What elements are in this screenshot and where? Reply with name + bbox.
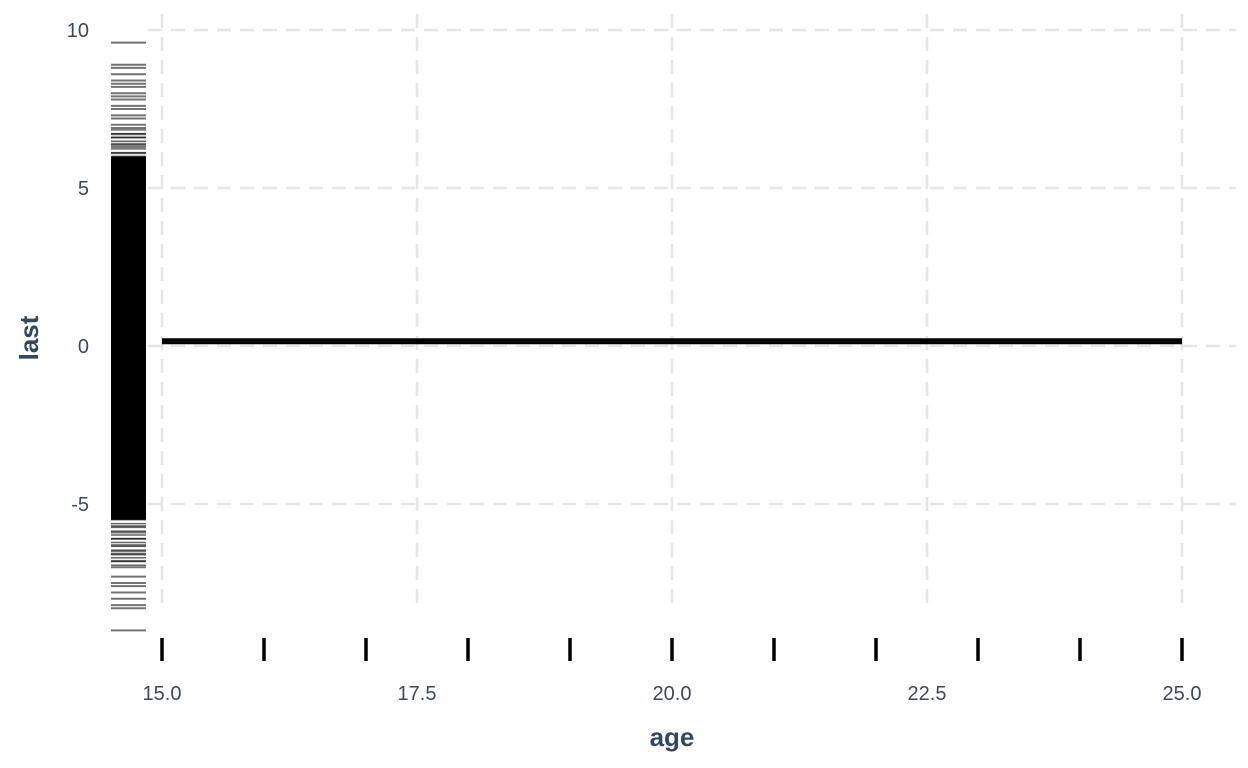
x-tick-labels: 15.0 17.5 20.0 22.5 25.0 [143, 683, 1202, 705]
y-tick-label: -5 [71, 494, 89, 516]
x-rug [160, 638, 1184, 661]
x-axis-title: age [650, 722, 695, 752]
x-tick-label: 20.0 [653, 683, 692, 705]
y-rug [111, 41, 146, 632]
x-tick-label: 15.0 [143, 683, 182, 705]
grid [148, 14, 1236, 612]
y-tick-label: 10 [67, 20, 89, 42]
y-tick-label: 0 [78, 336, 89, 358]
y-axis-title: last [14, 315, 44, 360]
x-tick-label: 25.0 [1163, 683, 1202, 705]
x-tick-label: 17.5 [398, 683, 437, 705]
y-tick-label: 5 [78, 178, 89, 200]
y-rug-dense-band [111, 156, 146, 520]
x-tick-label: 22.5 [908, 683, 947, 705]
y-tick-labels: -5 0 5 10 [67, 20, 89, 516]
